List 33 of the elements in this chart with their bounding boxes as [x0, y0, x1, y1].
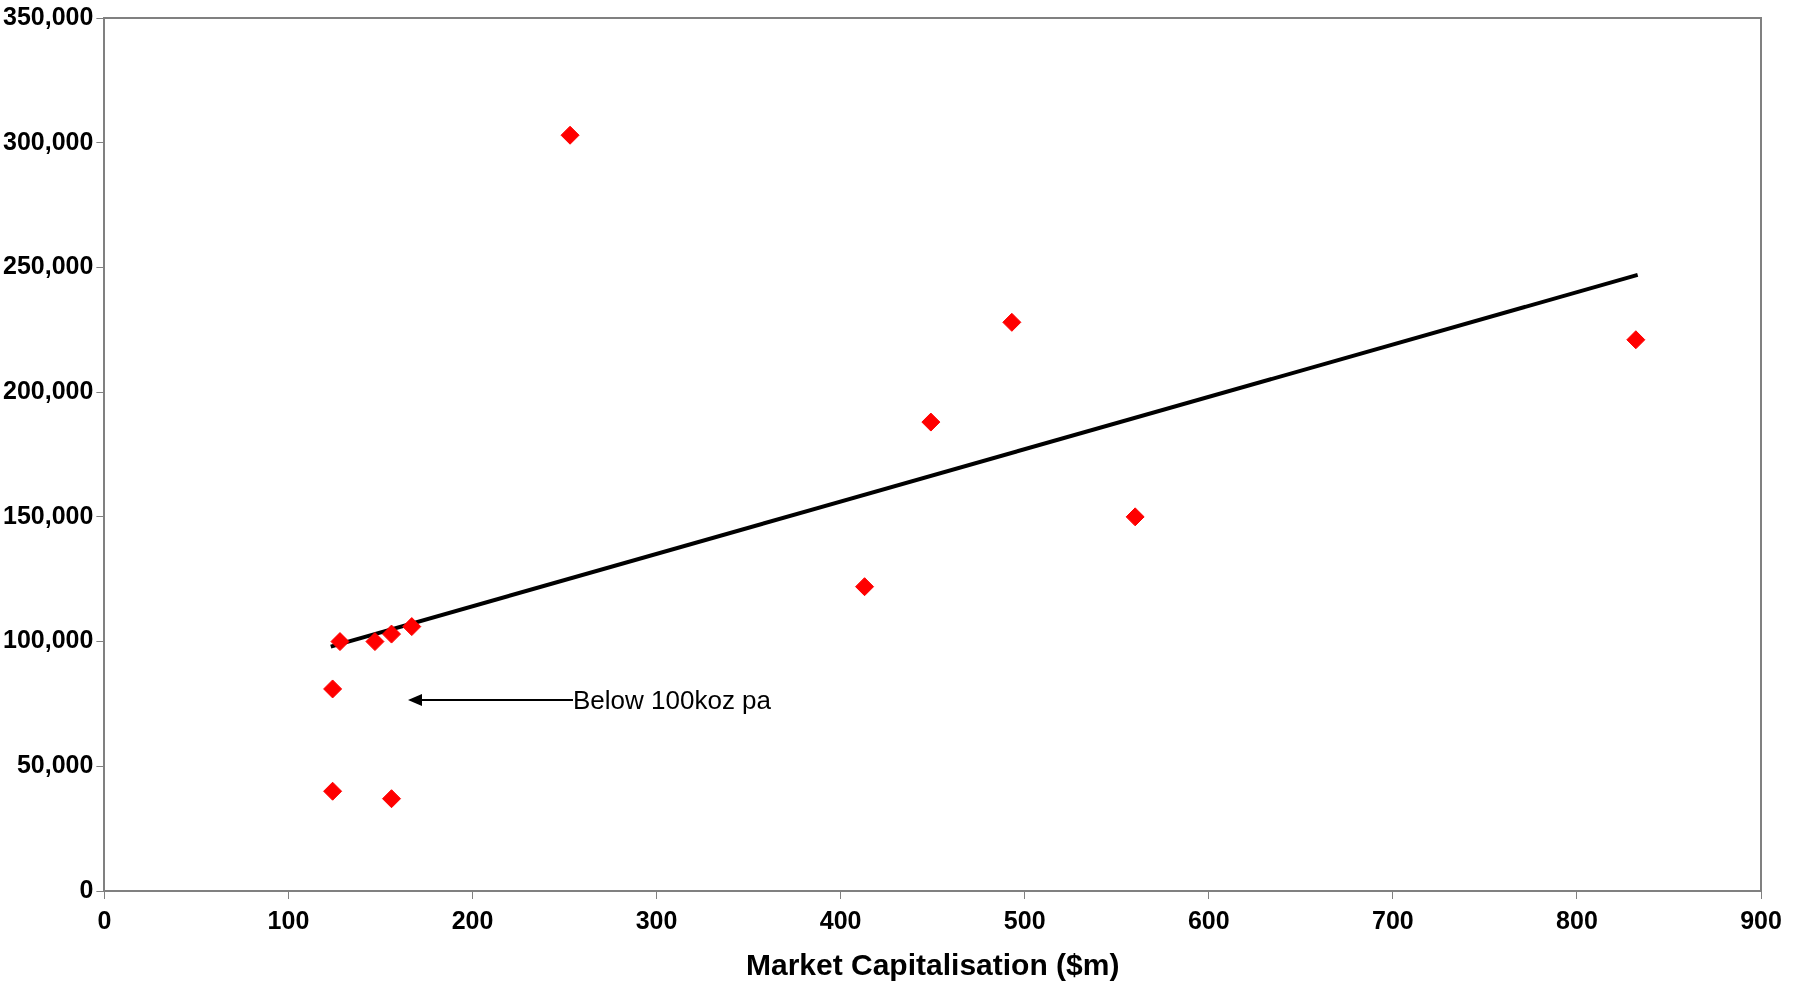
point	[921, 412, 941, 432]
y-tick-label: 250,000	[2, 251, 94, 280]
x-tick-label: 100	[267, 905, 310, 934]
x-tick-label: 400	[819, 905, 862, 934]
x-tick-label: 700	[1372, 905, 1414, 934]
point	[1125, 507, 1145, 527]
x-tick-label: 600	[1187, 905, 1230, 934]
y-tick-label: 100,000	[2, 625, 94, 654]
point	[402, 617, 422, 637]
x-tick-label: 300	[635, 905, 678, 934]
point	[330, 632, 350, 652]
annotation: Below 100koz pa	[573, 685, 772, 716]
point	[560, 125, 580, 145]
x-tick-label: 800	[1556, 905, 1598, 934]
y-tick-label: 50,000	[16, 750, 94, 779]
point	[323, 679, 343, 699]
point	[855, 577, 875, 597]
y-tick-label: 200,000	[2, 376, 94, 405]
y-tick-label: 150,000	[2, 500, 94, 529]
point	[382, 624, 402, 644]
x-tick-label: 0	[97, 905, 112, 934]
y-tick-label: 350,000	[2, 1, 94, 30]
x-tick-label: 200	[451, 905, 494, 934]
y-tick-label: 0	[79, 874, 94, 903]
point	[365, 632, 385, 652]
point	[1002, 312, 1022, 332]
point	[1626, 330, 1646, 350]
point	[323, 781, 343, 801]
point	[382, 789, 402, 809]
x-axis-title: Market Capitalisation ($m)	[745, 948, 1120, 982]
x-tick-label: 900	[1740, 905, 1782, 934]
y-tick-label: 300,000	[2, 126, 94, 155]
x-tick-label: 500	[1003, 905, 1046, 934]
